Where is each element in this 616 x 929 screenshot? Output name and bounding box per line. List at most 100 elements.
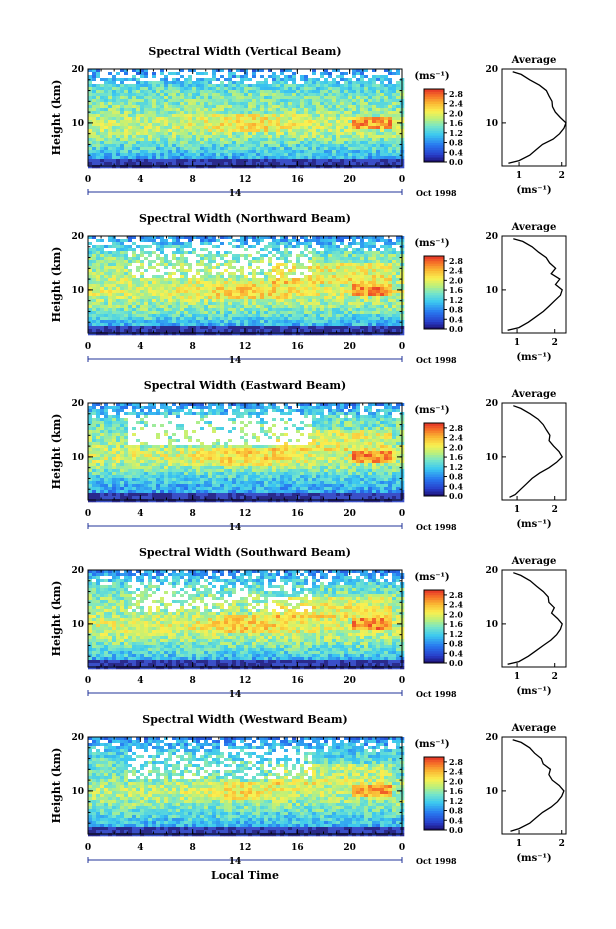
colorbar-swatch [424, 115, 444, 119]
colorbar-swatch [424, 650, 444, 654]
colorbar-swatch [424, 319, 444, 323]
colorbar-swatch [424, 638, 444, 642]
heatmap-cells [88, 403, 405, 503]
colorbar-tick-label: 0.4 [449, 815, 463, 825]
x-tick-label: 0 [399, 342, 405, 352]
colorbar-swatch [424, 447, 444, 451]
average-profile-line [507, 572, 563, 665]
colorbar-swatch [424, 614, 444, 618]
average-y-tick-label: 10 [485, 453, 498, 463]
average-x-tick-label: 2 [552, 505, 558, 515]
x-tick-label: 16 [291, 175, 304, 185]
colorbar-swatch [424, 93, 444, 97]
colorbar-swatch [424, 260, 444, 264]
average-x-tick-label: 1 [514, 505, 520, 515]
date-label: Oct 1998 [416, 856, 457, 866]
panel-title: Spectral Width (Vertical Beam) [148, 45, 341, 58]
colorbar-swatch [424, 137, 444, 141]
date-label: Oct 1998 [416, 689, 457, 699]
x-tick-label: 8 [190, 509, 196, 519]
average-x-tick-label: 1 [516, 171, 522, 181]
panel-title: Spectral Width (Eastward Beam) [144, 379, 346, 392]
colorbar-tick-label: 2.4 [449, 600, 463, 610]
colorbar-swatch [424, 98, 444, 102]
x-tick-label: 4 [137, 509, 143, 519]
colorbar-swatch [424, 486, 444, 490]
colorbar-tick-label: 0.4 [449, 648, 463, 658]
colorbar-swatch [424, 461, 444, 465]
colorbar: (ms⁻¹) 0.00.40.81.21.62.02.42.8 [414, 739, 463, 835]
colorbar-swatch [424, 144, 444, 148]
colorbar-tick-label: 2.0 [449, 442, 463, 452]
colorbar-tick-label: 0.0 [449, 825, 463, 835]
colorbar-tick-label: 0.8 [449, 138, 463, 148]
colorbar-swatch [424, 817, 444, 821]
colorbar-swatch [424, 786, 444, 790]
colorbar-swatch [424, 307, 444, 310]
average-x-tick-label: 2 [559, 839, 565, 849]
colorbar-swatch [424, 118, 444, 122]
colorbar-tick-label: 0.0 [449, 157, 463, 167]
average-title: Average [511, 723, 557, 734]
colorbar-swatch [424, 795, 444, 799]
colorbar-swatch [424, 277, 444, 281]
colorbar-swatch [424, 781, 444, 785]
colorbar-swatch [424, 430, 444, 434]
heatmap-cells [88, 737, 405, 837]
colorbar-frame [423, 589, 445, 664]
colorbar-swatch [424, 113, 444, 117]
colorbar-swatch [424, 108, 444, 112]
colorbar-tick-label: 0.8 [449, 305, 463, 315]
colorbar-tick-label: 2.0 [449, 108, 463, 118]
colorbar-swatch [424, 621, 444, 625]
colorbar-tick-label: 2.0 [449, 275, 463, 285]
y-tick-label: 10 [71, 453, 84, 463]
colorbar-tick-label: 2.4 [449, 266, 463, 276]
colorbar-swatch [424, 825, 444, 828]
colorbar-swatch [424, 91, 444, 95]
colorbar-swatch [424, 469, 444, 473]
colorbar-swatch [424, 258, 444, 262]
colorbar-tick-label: 0.8 [449, 639, 463, 649]
colorbar-swatch [424, 810, 444, 814]
date-label: Oct 1998 [416, 522, 457, 532]
y-axis-label: Height (km) [50, 414, 63, 490]
day-label: 14 [229, 857, 242, 867]
y-axis-label: Height (km) [50, 581, 63, 657]
average-y-tick-label: 10 [485, 119, 498, 129]
colorbar-swatch [424, 599, 444, 603]
colorbar-tick-label: 0.0 [449, 658, 463, 668]
colorbar-swatch [424, 130, 444, 134]
average-y-tick-label: 20 [485, 65, 498, 75]
x-tick-label: 20 [343, 843, 356, 853]
colorbar-swatch [424, 808, 444, 811]
colorbar-swatch [424, 597, 444, 601]
colorbar-swatch [424, 493, 444, 497]
colorbar-swatch [424, 287, 444, 291]
colorbar-swatch [424, 805, 444, 809]
colorbar-swatch [424, 803, 444, 807]
colorbar-swatch [424, 483, 444, 487]
colorbar-swatch [424, 611, 444, 615]
colorbar-swatch [424, 769, 444, 772]
colorbar-swatch [424, 101, 444, 104]
colorbar-swatch [424, 127, 444, 131]
colorbar-swatch [424, 474, 444, 477]
average-x-tick-label: 1 [514, 338, 520, 348]
colorbar-swatch [424, 297, 444, 301]
average-profile-line [507, 238, 563, 331]
colorbar-swatch [424, 488, 444, 492]
colorbar-swatch [424, 152, 444, 156]
average-x-label: (ms⁻¹) [516, 352, 551, 363]
colorbar-tick-label: 1.6 [449, 452, 463, 462]
average-x-label: (ms⁻¹) [516, 686, 551, 697]
average-x-tick-label: 1 [514, 672, 520, 682]
y-axis-label: Height (km) [50, 247, 63, 323]
average-x-label: (ms⁻¹) [516, 853, 551, 864]
colorbar-swatch [424, 812, 444, 816]
average-title: Average [511, 556, 557, 567]
colorbar-swatch [424, 263, 444, 267]
colorbar-tick-label: 0.4 [449, 314, 463, 324]
average-profile-panel: Average 1 2 10 20 (ms⁻¹) [485, 55, 567, 196]
colorbar-unit: (ms⁻¹) [414, 739, 449, 750]
